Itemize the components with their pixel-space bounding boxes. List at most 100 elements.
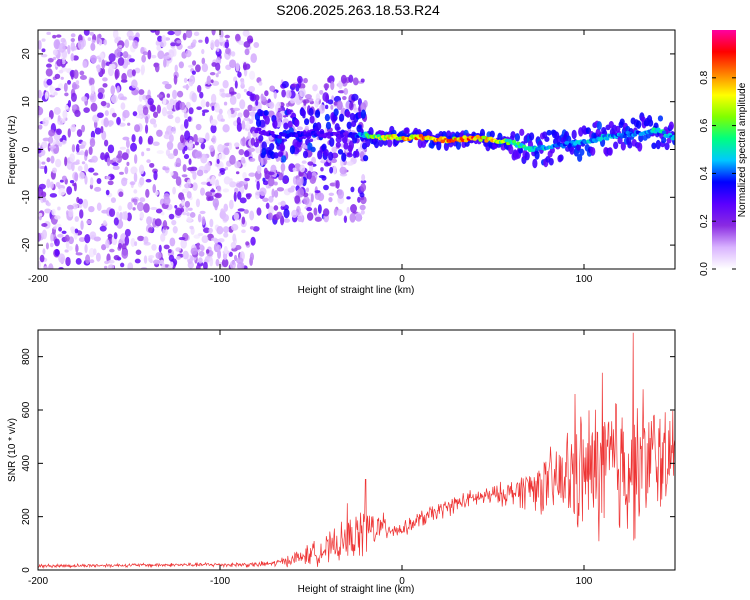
spectrogram-noise-blob <box>197 257 203 264</box>
spectrogram-noise-blob <box>161 35 167 43</box>
spectrogram-noise-blob <box>52 49 58 56</box>
spectrogram-noise-blob <box>241 120 246 130</box>
spectrogram-ridge-halo <box>286 108 292 115</box>
spectrogram-noise-blob <box>167 114 174 119</box>
tick-label: -100 <box>210 274 230 285</box>
spectrogram-noise-blob <box>346 206 350 214</box>
spectrogram-noise-blob <box>53 226 57 230</box>
spectrogram-noise-blob <box>93 172 99 176</box>
spectrogram-ridge-halo <box>310 146 316 153</box>
spectrogram-noise-blob <box>249 157 256 162</box>
spectrogram-noise-blob <box>108 63 116 70</box>
spectrogram-noise-blob <box>104 110 109 117</box>
spectrogram-noise-blob <box>189 225 194 230</box>
colorbar: 0.0 0.2 0.4 0.6 0.8 Normalized spectral ampl… <box>699 30 748 276</box>
spectrogram-noise-blob <box>294 195 301 204</box>
spectrogram-noise-blob <box>143 203 150 213</box>
spectrogram-noise-blob <box>69 179 75 184</box>
snr-frame <box>37 329 676 571</box>
spectrogram-noise-blob <box>359 192 365 198</box>
spectrogram-ridge-halo <box>328 151 334 161</box>
spectrogram-noise-blob <box>68 209 74 218</box>
spectrogram-noise-blob <box>102 77 108 82</box>
spectrogram-noise-blob <box>216 226 224 235</box>
spectrogram-ridge-halo <box>346 121 352 130</box>
spectrogram-noise-blob <box>243 109 250 118</box>
spectrogram-noise-blob <box>171 219 177 226</box>
spectrogram-noise-blob <box>233 212 240 221</box>
spectrogram-noise-blob <box>170 261 174 268</box>
spectrogram-noise-blob <box>217 238 225 243</box>
tick-label: 10 <box>21 96 32 108</box>
spectrogram-noise-blob <box>324 104 329 110</box>
spectrogram-ridge-point <box>257 127 262 132</box>
spectrogram-noise-blob <box>190 247 198 256</box>
spectrogram-noise-blob <box>105 189 110 196</box>
spectrogram-noise-blob <box>303 195 310 205</box>
spectrogram-ridge-halo <box>590 146 596 156</box>
spectrogram-noise-blob <box>297 215 303 223</box>
spectrogram-noise-blob <box>216 47 220 52</box>
spectrogram-noise-blob <box>139 211 145 220</box>
spectrogram-noise-blob <box>62 109 68 119</box>
spectrogram-noise-blob <box>166 110 174 115</box>
spectrogram-noise-blob <box>218 37 225 43</box>
spectrogram-noise-blob <box>206 161 211 172</box>
spectrogram-noise-blob <box>89 138 96 147</box>
spectrogram-ridge-halo <box>287 120 293 129</box>
spectrogram-noise-blob <box>183 118 189 129</box>
spectrogram-noise-blob <box>172 89 178 100</box>
spectrogram-noise-blob <box>329 166 334 174</box>
spectrogram-noise-blob <box>41 141 48 149</box>
spectrogram-noise-blob <box>48 109 54 120</box>
spectrogram-ridge-halo <box>651 142 657 150</box>
spectrogram-noise-blob <box>78 171 85 180</box>
spectrogram-noise-blob <box>90 42 96 51</box>
spectrogram-noise-blob <box>225 47 231 55</box>
spectrogram-ridge-halo <box>255 118 262 128</box>
tick-label: 600 <box>21 401 32 418</box>
spectrogram-noise-blob <box>52 56 57 61</box>
spectrogram-noise-blob <box>178 236 186 241</box>
spectrogram-noise-blob <box>156 94 163 98</box>
spectrogram-noise-blob <box>211 135 217 144</box>
spectrogram-ridge-halo <box>514 133 520 142</box>
spectrogram-noise-blob <box>161 262 166 269</box>
spectrogram-noise-blob <box>237 191 242 200</box>
spectrogram-noise-blob <box>100 125 104 134</box>
spectrogram-noise-blob <box>118 122 126 127</box>
spectrogram-noise-blob <box>327 99 334 105</box>
spectrogram-ridge-halo <box>657 115 664 122</box>
spectrogram-noise-blob <box>300 176 304 185</box>
spectrogram-noise-blob <box>163 133 171 140</box>
spectrogram-noise-blob <box>287 187 295 193</box>
spectrogram-ridge-halo <box>317 150 323 160</box>
spectrogram-noise-blob <box>201 63 209 73</box>
spectrogram-noise-blob <box>56 128 62 135</box>
spectrogram-noise-blob <box>46 202 51 207</box>
spectrogram-noise-blob <box>188 107 194 115</box>
spectrogram-noise-blob <box>124 39 130 48</box>
spectrogram-noise-blob <box>61 230 67 235</box>
spectrogram-ridge-halo <box>571 129 577 140</box>
spectrogram-noise-blob <box>229 91 237 95</box>
spectrogram-noise-blob <box>118 242 123 250</box>
spectrogram-noise-blob <box>128 35 133 41</box>
spectrogram-noise-blob <box>132 207 136 211</box>
spectrogram-noise-blob <box>183 112 188 119</box>
spectrogram-ridge-point <box>270 130 275 135</box>
spectrogram-noise-blob <box>186 212 190 217</box>
spectrogram-noise-blob <box>297 75 303 84</box>
spectrogram-noise-blob <box>180 238 188 249</box>
spectrogram-noise-blob <box>146 147 151 152</box>
spectrogram-noise-blob <box>65 256 71 267</box>
spectrogram-noise-blob <box>132 111 138 117</box>
spectrogram-ridge-halo <box>280 143 286 152</box>
spectrogram-noise-blob <box>249 252 255 261</box>
spectrogram-noise-blob <box>48 263 54 269</box>
spectrogram-noise-blob <box>217 249 222 259</box>
spectrogram-noise-blob <box>223 101 228 106</box>
spectrogram-noise-blob <box>42 248 46 255</box>
spectrogram-noise-blob <box>174 204 178 209</box>
